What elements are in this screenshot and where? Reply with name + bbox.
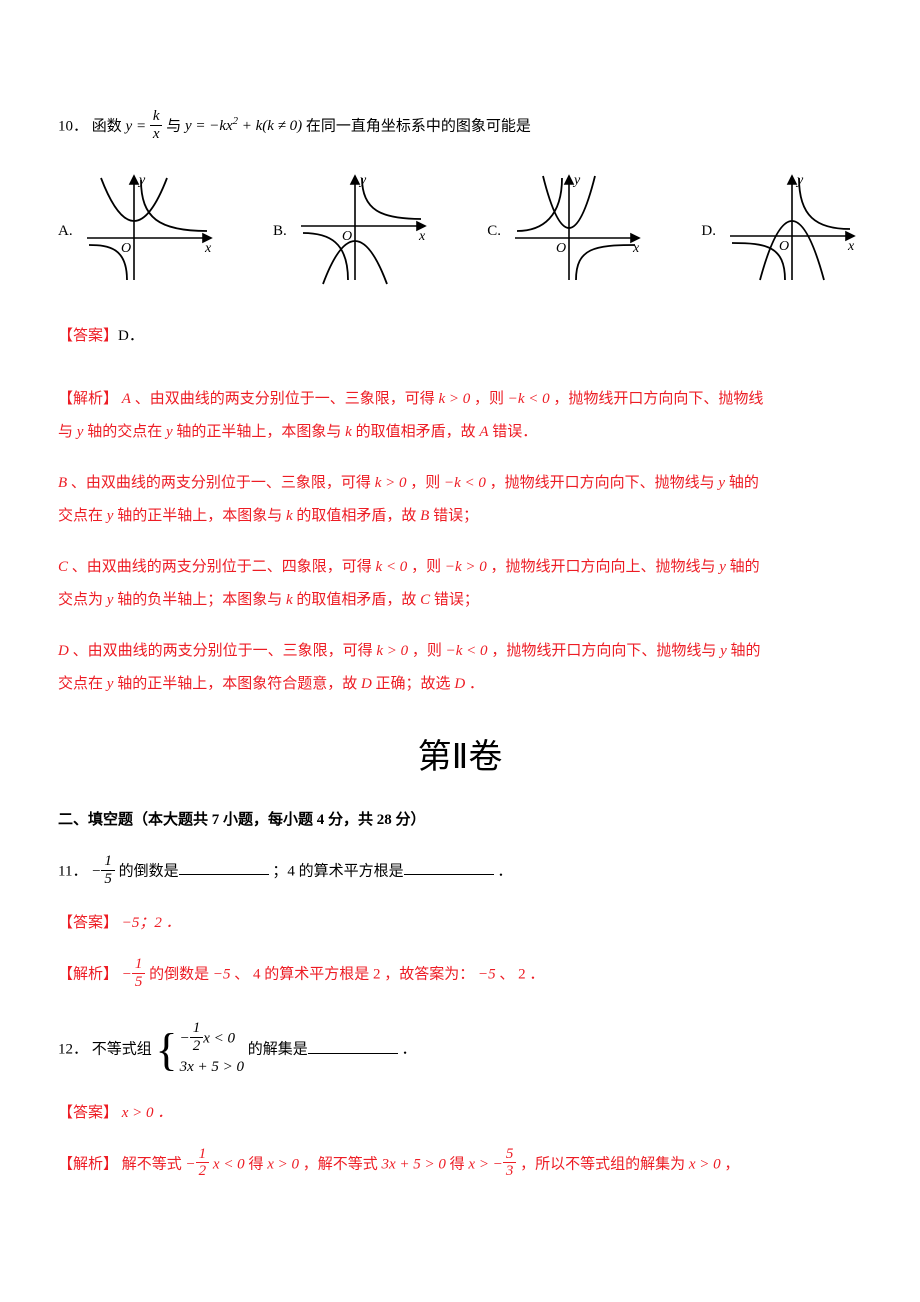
svg-text:O: O — [779, 239, 789, 254]
svg-text:y: y — [572, 173, 581, 188]
section2-title: 第Ⅱ卷 — [58, 729, 862, 778]
q10-func2: y = −kx2 + k(k ≠ 0) — [185, 118, 306, 134]
q10-option-c: C. y x O — [487, 168, 647, 288]
svg-text:x: x — [847, 239, 855, 254]
svg-text:y: y — [358, 173, 367, 188]
blank — [404, 874, 494, 875]
graph-d: y x O — [722, 168, 862, 288]
q11-stem: 11． −15 的倒数是 ；4 的算术平方根是 ． — [58, 855, 862, 889]
svg-text:y: y — [137, 173, 146, 188]
svg-text:O: O — [121, 241, 131, 256]
q10-analysis-d: D 、由双曲线的两支分别位于一、三象限，可得 k > 0 ，则 −k < 0 ，… — [58, 635, 862, 701]
q11-answer: 【答案】 −5；2 ． — [58, 907, 862, 940]
q12-stem: 12． 不等式组 { −12x < 0 3x + 5 > 0 的解集是 ． — [58, 1022, 862, 1079]
q10-option-a: A. y x O — [58, 168, 219, 288]
q11-analysis: 【解析】 −15 的倒数是 −5 、 4 的算术平方根是 2 ，故答案为： −5… — [58, 958, 862, 992]
graph-c: y x O — [507, 168, 647, 288]
graph-b: y x O — [293, 168, 433, 288]
q10-analysis-b: B 、由双曲线的两支分别位于一、三象限，可得 k > 0 ，则 −k < 0 ，… — [58, 467, 862, 533]
q12-analysis: 【解析】 解不等式 −12 x < 0 得 x > 0 ，解不等式 3x + 5… — [58, 1148, 862, 1182]
section2-sub: 二、填空题（本大题共 7 小题，每小题 4 分，共 28 分） — [58, 804, 862, 837]
q10-option-b: B. y x O — [273, 168, 433, 288]
q10-number: 10． — [58, 118, 88, 134]
svg-text:O: O — [556, 241, 566, 256]
q10-stem: 10． 函数 y = k x 与 y = −kx2 + k(k ≠ 0) 在同一… — [58, 110, 862, 144]
graph-a: y x O — [79, 168, 219, 288]
q10-answer: 【答案】D． — [58, 320, 862, 353]
svg-text:O: O — [342, 229, 352, 244]
blank — [179, 874, 269, 875]
q12-answer: 【答案】 x > 0 ． — [58, 1097, 862, 1130]
svg-text:x: x — [204, 241, 212, 256]
q10-options: A. y x O B. — [58, 168, 862, 288]
q10-option-d: D. y x O — [701, 168, 862, 288]
svg-text:y: y — [795, 173, 804, 188]
q10-analysis-a: 【解析】 A 、由双曲线的两支分别位于一、三象限，可得 k > 0 ，则 −k … — [58, 383, 862, 449]
q10-analysis-c: C 、由双曲线的两支分别位于二、四象限，可得 k < 0 ，则 −k > 0 ，… — [58, 551, 862, 617]
blank — [308, 1053, 398, 1054]
svg-text:x: x — [418, 229, 426, 244]
svg-text:x: x — [632, 241, 640, 256]
